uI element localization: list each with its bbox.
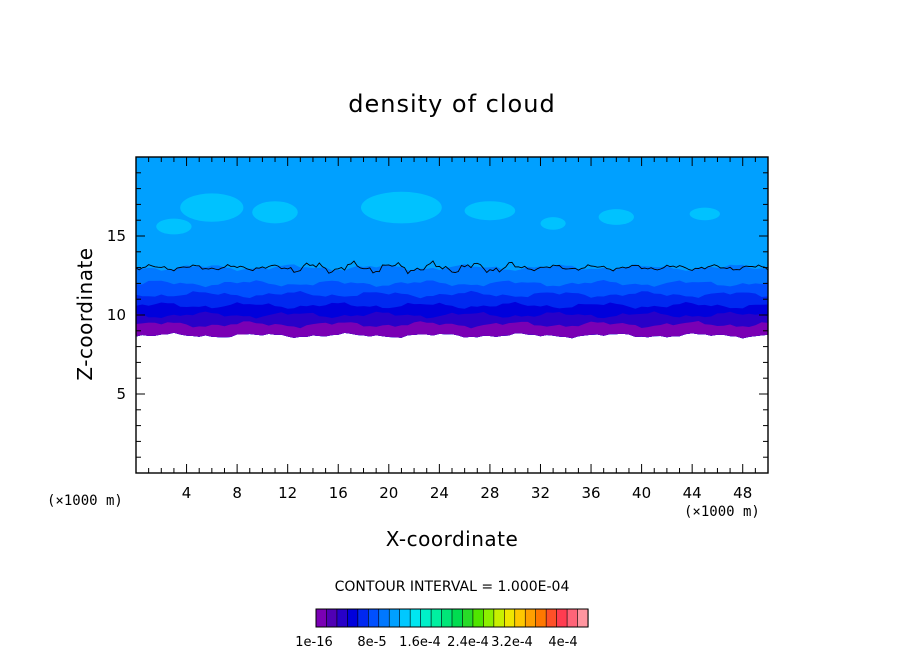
colorbar-swatch [368,608,380,628]
colorbar-swatch [524,608,537,628]
y-tick-label: 15 [107,227,126,245]
colorbar-swatch [388,608,401,628]
colorbar-swatch [545,608,558,628]
colorbar-swatch [483,608,495,628]
x-tick-label: 8 [232,484,242,502]
colorbar-swatch [462,608,474,628]
x-tick-label: 44 [683,484,702,502]
colorbar-swatch [556,608,568,628]
field-patch [180,193,244,222]
colorbar-swatch [409,608,422,628]
colorbar: 1e-16 8e-5 1.6e-4 2.4e-4 3.2e-4 4e-4 [295,608,589,650]
field-patch [156,218,192,235]
field-patch [361,191,442,224]
field-band [136,321,768,339]
colorbar-swatch [347,608,359,628]
colorbar-swatch [535,608,547,628]
x-tick-label: 12 [278,484,297,502]
x-tick-label: 40 [632,484,651,502]
colorbar-swatch [326,608,338,628]
y-tick-label: 10 [107,306,126,324]
y-axis-label: Z-coordinate [73,247,97,380]
colorbar-swatch [472,608,484,628]
colorbar-label: 3.2e-4 [491,635,533,650]
colorbar-swatch [451,608,464,628]
contour-line [135,260,769,275]
colorbar-swatch [514,608,526,628]
x-tick-label: 20 [379,484,398,502]
colorbar-swatch [420,608,432,628]
field-patch [464,201,516,221]
x-tick-label: 4 [182,484,192,502]
x-tick-label: 36 [581,484,600,502]
colorbar-label: 4e-4 [548,635,577,650]
colorbar-swatch [378,608,390,628]
x-tick-label: 24 [430,484,449,502]
y-tick-label: 5 [116,385,126,403]
x-tick-label: 28 [480,484,499,502]
chart-title: density of cloud [348,90,555,118]
colorbar-label: 1e-16 [295,635,333,650]
x-unit-label: (×1000 m) [684,504,760,520]
colorbar-swatch [315,608,328,628]
x-tick-label: 32 [531,484,550,502]
colorbar-swatch [566,608,579,628]
x-tick-label: 16 [329,484,348,502]
x-axis-label: X-coordinate [386,527,519,551]
colorbar-label: 8e-5 [357,635,386,650]
z-unit-label: (×1000 m) [47,493,123,509]
colorbar-swatch [504,608,516,628]
colorbar-swatch [357,608,369,628]
colorbar-label: 1.6e-4 [399,635,441,650]
colorbar-swatch [336,608,348,628]
colorbar-frame [315,608,589,628]
x-tick-label: 48 [733,484,752,502]
field-patch [598,209,634,225]
contour-interval-text: CONTOUR INTERVAL = 1.000E-04 [335,579,570,595]
colorbar-swatch [577,608,589,628]
colorbar-swatch [441,608,453,628]
field-patch [252,201,298,224]
colorbar-swatch [493,608,505,628]
plot-area [135,157,769,339]
field-patch [540,217,566,230]
colorbar-swatch [430,608,443,628]
colorbar-label: 2.4e-4 [447,635,489,650]
colorbar-swatch [399,608,411,628]
field-patch [689,207,720,221]
